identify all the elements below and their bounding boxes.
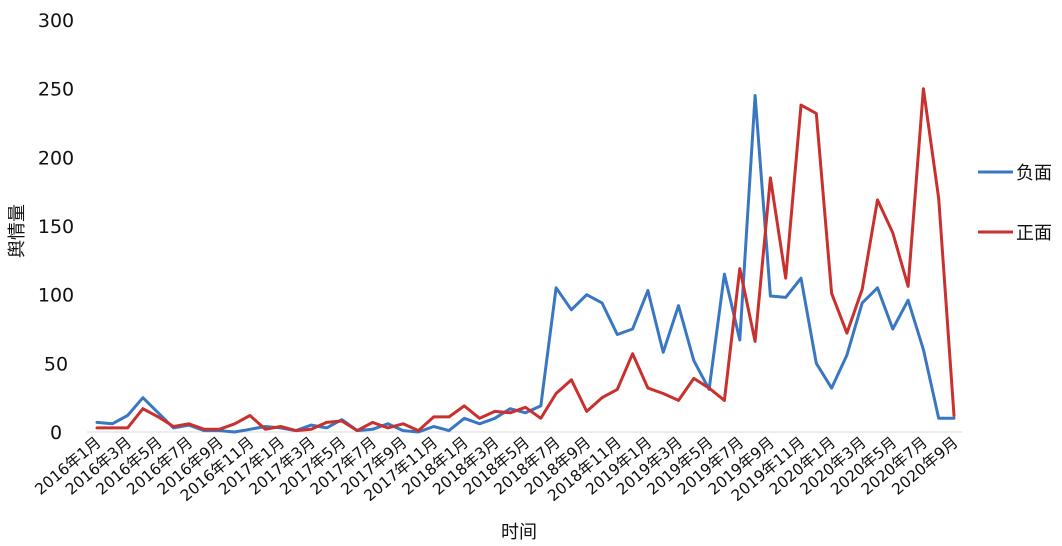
- series-line-2: [95, 87, 956, 433]
- y-tick-label: 250: [38, 79, 74, 101]
- x-axis-title: 时间: [501, 522, 537, 543]
- plot-area: [95, 87, 956, 434]
- y-tick-label: 0: [50, 422, 62, 444]
- y-axis-title: 舆情量: [7, 204, 28, 258]
- y-tick-label: 300: [38, 10, 74, 32]
- y-tick-label: 150: [38, 216, 74, 238]
- y-tick-label: 200: [38, 147, 74, 169]
- y-axis: 0 50 100 150 200 250 300: [38, 10, 74, 444]
- y-tick-label: 50: [44, 353, 68, 375]
- x-axis: 2016年1月2016年3月2016年5月2016年7月2016年9月2016年…: [31, 431, 962, 505]
- y-tick-label: 100: [38, 285, 74, 307]
- series-line-1: [95, 94, 956, 434]
- legend-label: 负面: [1016, 163, 1052, 184]
- legend-label: 正面: [1016, 223, 1052, 244]
